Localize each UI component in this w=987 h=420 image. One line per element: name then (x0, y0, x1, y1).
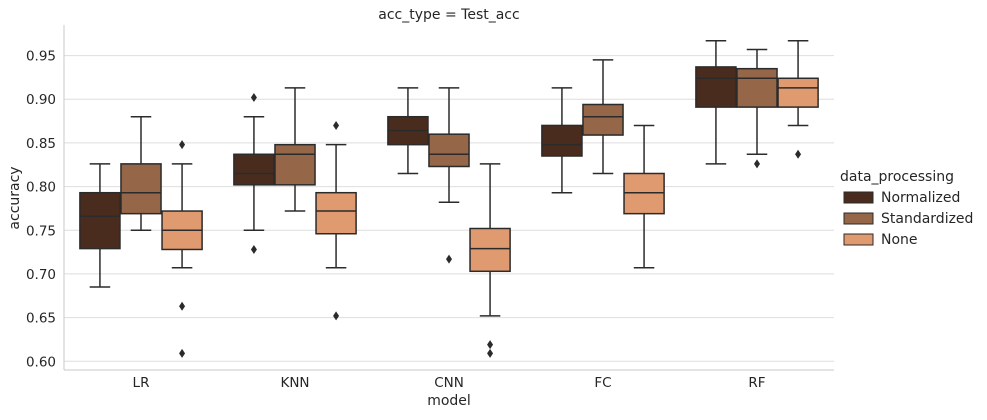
outlier-point (795, 149, 802, 159)
iqr-box (623, 172, 665, 215)
iqr-box (469, 227, 511, 273)
box-none-lr (161, 140, 203, 358)
iqr-box (274, 143, 316, 186)
outlier-point (250, 244, 257, 254)
outlier-point (179, 301, 186, 311)
x-tick-label: FC (594, 375, 611, 391)
iqr-box (315, 191, 357, 235)
outlier-point (179, 348, 186, 358)
box-none-rf (777, 39, 819, 159)
outlier-point (487, 348, 494, 358)
y-tick-label: 0.60 (26, 354, 56, 370)
chart-title: acc_type = Test_acc (378, 7, 519, 23)
legend-swatch-standardized (843, 212, 874, 225)
y-tick-label: 0.90 (26, 92, 56, 108)
iqr-box (736, 67, 778, 108)
x-tick-label: CNN (434, 375, 464, 391)
iqr-box (428, 133, 470, 168)
iqr-box (79, 191, 121, 250)
legend: data_processing Normalized Standardized No… (840, 169, 973, 248)
box-normalized-fc (541, 87, 583, 194)
iqr-box (120, 163, 162, 215)
iqr-box (695, 66, 737, 108)
x-tick-label: RF (748, 375, 765, 391)
x-axis-title: model (427, 393, 471, 409)
x-tick-label: KNN (280, 375, 309, 391)
box-normalized-rf (695, 39, 737, 165)
y-tick-label: 0.85 (26, 136, 56, 152)
outlier-point (754, 159, 760, 169)
legend-label-standardized: Standardized (881, 211, 973, 227)
iqr-box (582, 103, 624, 136)
x-tick-label: LR (133, 375, 150, 391)
box-none-fc (623, 124, 665, 269)
iqr-box (777, 77, 819, 108)
outlier-point (446, 254, 452, 264)
box-standardized-cnn (428, 87, 470, 264)
box-normalized-knn (233, 92, 275, 254)
y-axis-title: accuracy (7, 166, 23, 229)
box-none-knn (315, 120, 357, 321)
box-none-cnn (469, 163, 511, 358)
box-normalized-lr (79, 163, 121, 288)
outlier-point (333, 311, 340, 321)
legend-label-none: None (881, 232, 918, 248)
outlier-point (487, 340, 494, 350)
iqr-box (233, 153, 275, 186)
outlier-point (179, 140, 186, 150)
boxes (79, 39, 819, 358)
box-standardized-fc (582, 59, 624, 175)
y-tick-label: 0.75 (26, 223, 56, 239)
legend-label-normalized: Normalized (881, 190, 960, 206)
y-tick-label: 0.70 (26, 267, 56, 283)
outlier-point (250, 92, 257, 102)
box-standardized-knn (274, 87, 316, 212)
outlier-point (333, 120, 340, 130)
y-tick-label: 0.95 (26, 49, 56, 65)
legend-swatch-none (843, 233, 874, 246)
legend-title: data_processing (840, 169, 954, 185)
box-standardized-lr (120, 115, 162, 232)
iqr-box (541, 124, 583, 157)
legend-swatch-normalized (843, 191, 874, 204)
y-tick-label: 0.65 (26, 311, 56, 327)
axes: 0.60 0.65 0.70 0.75 0.80 0.85 0.90 0.95 LR KNN CNN… (26, 25, 834, 391)
y-tick-label: 0.80 (26, 180, 56, 196)
box-standardized-rf (736, 48, 778, 169)
box-normalized-cnn (387, 87, 429, 175)
